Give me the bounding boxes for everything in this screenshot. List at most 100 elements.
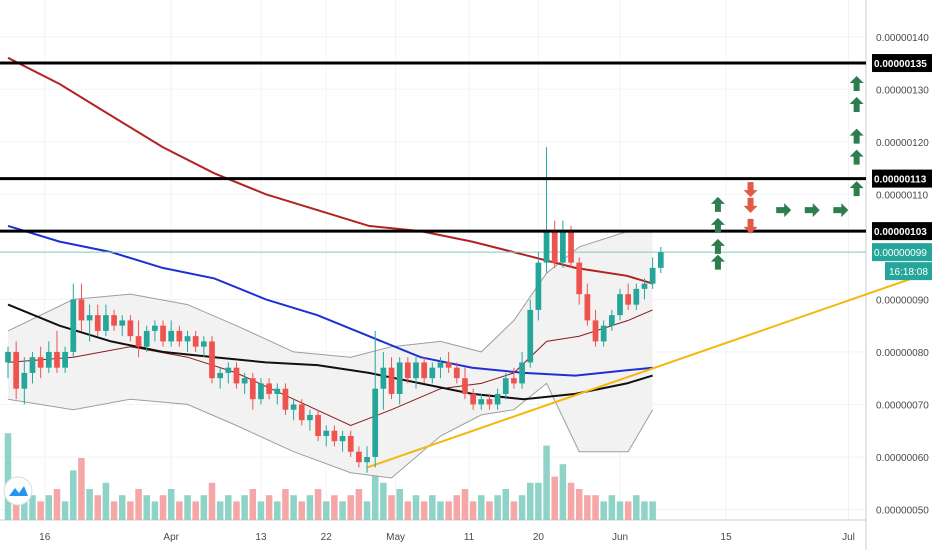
candle-body [266,383,272,394]
y-tick-label: 0.00000130 [876,85,929,96]
candle-body [592,320,599,342]
last-price-label: 0.00000099 [874,248,927,259]
volume-bar [429,495,436,520]
signal-down-arrow [743,182,758,198]
candle-body [388,367,395,394]
volume-bar [518,495,526,520]
volume-bar [53,489,61,520]
y-tick-label: 0.00000080 [876,348,929,359]
candle-body [249,378,256,400]
candle-body [37,357,44,368]
volume-bar [29,495,36,520]
volume-bar [61,501,69,520]
candle-body [356,451,362,463]
candle-body [143,330,150,347]
candle-body [617,294,623,316]
candle-body [290,404,297,410]
countdown-box [885,262,932,281]
volume-bar [290,495,297,520]
candle-body [86,315,93,321]
level-label: 0.00000113 [874,175,927,186]
candle-body [364,456,370,463]
x-tick-label: 11 [464,532,475,543]
volume-bar [176,501,183,520]
candle-body [62,351,68,368]
candle-body [502,378,509,394]
level-label-box [872,54,932,73]
volume-bar [437,501,444,520]
volume-bar [78,458,85,520]
volume-bar [4,433,12,520]
volume-bar [167,489,175,520]
candle-body [274,388,281,394]
candle-body [192,336,199,347]
candle-body [649,267,656,284]
volume-bar [110,501,118,520]
volume-bar [208,482,216,520]
candle-body [380,367,387,389]
x-tick-label: 15 [721,532,733,543]
volume-bar [575,489,583,520]
level-label-box [872,222,932,241]
candle-body [29,357,36,373]
volume-bar [600,501,607,520]
moving-average-red [7,56,653,285]
volume-bar [510,501,518,520]
trend-line[interactable] [366,231,932,469]
volume-bar [592,495,599,520]
candle-body [625,294,632,305]
tradingview-logo-icon[interactable] [3,476,33,506]
candle-body [641,283,648,289]
x-tick-label: Jul [842,532,855,543]
volume-bar [641,501,648,520]
countdown-label: 16:18:08 [889,267,928,278]
y-tick-label: 0.00000070 [876,400,929,411]
candle-body [396,362,403,394]
volume-bar [70,470,77,520]
signal-down-arrow [743,218,758,234]
volume-bar [502,489,510,520]
candle-body [608,315,615,326]
volume-bar [118,495,126,520]
candle-body [478,399,485,405]
volume-bar [225,495,232,520]
y-tick-label: 0.00000060 [876,453,929,464]
signal-up-arrow [849,76,864,92]
volume-bar [649,501,656,520]
volume-bar [584,495,591,520]
candle-body [225,367,232,373]
volume-bar [184,495,191,520]
candle-body [421,362,428,379]
volume-bar [233,501,240,520]
volume-bar [535,482,542,520]
moving-average-black [7,303,653,401]
candle-body [135,336,142,347]
volume-bar [151,501,159,520]
candle-body [429,367,436,379]
candle-body [298,404,305,421]
x-tick-label: 22 [321,532,333,543]
level-label: 0.00000135 [874,59,927,70]
level-label-box [872,169,932,188]
candle-body [217,372,224,379]
signal-up-arrow [849,128,864,144]
candle-body [560,231,566,263]
bollinger-band-fill [8,231,653,478]
signal-up-arrow [849,149,864,165]
volume-bar [274,501,281,520]
volume-bar [241,495,248,520]
volume-bar [380,482,387,520]
volume-bar [469,501,477,520]
moving-average-blue [7,224,653,377]
signal-up-arrow [849,181,864,197]
candle-body [160,325,166,342]
candle-body [486,399,493,405]
candle-body [511,378,517,384]
volume-bar [86,489,93,520]
candle-body [200,341,207,347]
candle-body [551,231,558,263]
candle-body [168,330,175,342]
